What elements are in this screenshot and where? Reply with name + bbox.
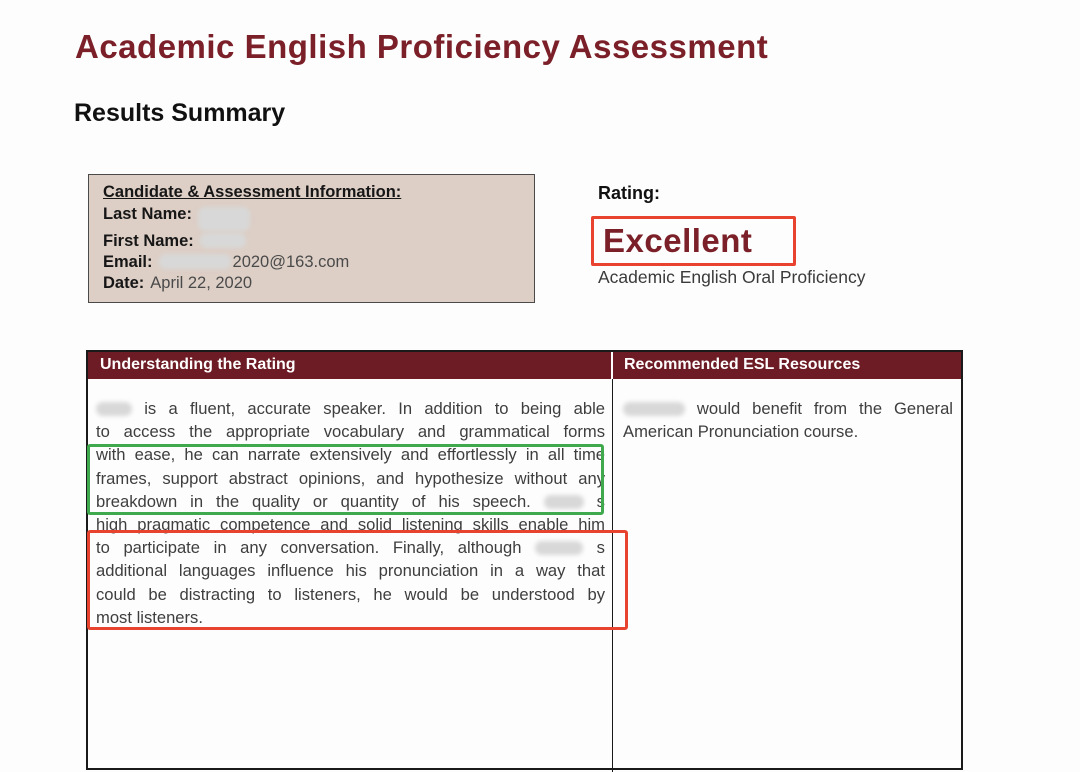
email-row: Email: 2020@163.com (103, 252, 522, 273)
text-line: with ease, he can narrate extensively an… (96, 445, 605, 465)
rating-value: Excellent (603, 222, 753, 259)
page-title: Academic English Proficiency Assessment (75, 28, 769, 65)
text-line: to access the appropriate vocabulary and… (96, 422, 605, 442)
rating-annotation-box: Excellent (591, 216, 796, 266)
redacted-last-name (197, 207, 250, 231)
page-subtitle: Results Summary (74, 99, 286, 127)
text-line: could be distracting to listeners, he wo… (96, 584, 605, 604)
results-table-body: is a fluent, accurate speaker. In additi… (88, 379, 961, 772)
redacted-text (96, 402, 132, 416)
text-line: American Pronunciation course. (623, 422, 859, 442)
red-annotation-box (87, 530, 628, 630)
date-row: Date: April 22, 2020 (103, 273, 522, 294)
redacted-first-name (199, 233, 246, 248)
text-line: most listeners. (96, 607, 203, 627)
rating-label: Rating: (598, 183, 660, 203)
text-line: frames, support abstract opinions, and h… (96, 468, 605, 488)
text-line: is a fluent, accurate speaker. In additi… (96, 397, 605, 420)
column-header-understanding: Understanding the Rating (88, 352, 613, 379)
resources-cell: would benefit from the General American P… (613, 379, 961, 772)
first-name-label: First Name: (103, 232, 194, 250)
text-line: to participate in any conversation. Fina… (96, 538, 605, 558)
understanding-cell: is a fluent, accurate speaker. In additi… (88, 379, 613, 772)
candidate-info-heading: Candidate & Assessment Information: (103, 183, 402, 201)
email-value: 2020@163.com (232, 253, 350, 271)
text-line: breakdown in the quality or quantity of … (96, 491, 605, 511)
text-line: additional languages influence his pronu… (96, 561, 605, 581)
candidate-info-box: Candidate & Assessment Information: Last… (88, 174, 535, 303)
email-label: Email: (103, 253, 153, 271)
redacted-text (535, 541, 584, 556)
rating-description: Academic English Oral Proficiency (598, 267, 866, 287)
redacted-text (543, 494, 584, 509)
text-line: would benefit from the General (623, 397, 953, 420)
column-header-resources: Recommended ESL Resources (624, 356, 861, 373)
redacted-text (623, 402, 685, 416)
last-name-label: Last Name: (103, 205, 192, 223)
text-line: high pragmatic competence and solid list… (96, 515, 605, 535)
first-name-row: First Name: (103, 231, 522, 252)
rating-section: Rating: Excellent Academic English Oral … (591, 183, 998, 293)
results-table-header: Understanding the Rating Recommended ESL… (88, 352, 961, 379)
results-table: Understanding the Rating Recommended ESL… (86, 350, 963, 772)
redacted-email-prefix (158, 254, 231, 269)
date-label: Date: (103, 274, 145, 292)
date-value: April 22, 2020 (150, 274, 253, 292)
last-name-row: Last Name: (103, 204, 522, 231)
green-annotation-box (87, 444, 604, 515)
document-page: Academic English Proficiency Assessment … (74, 28, 998, 772)
